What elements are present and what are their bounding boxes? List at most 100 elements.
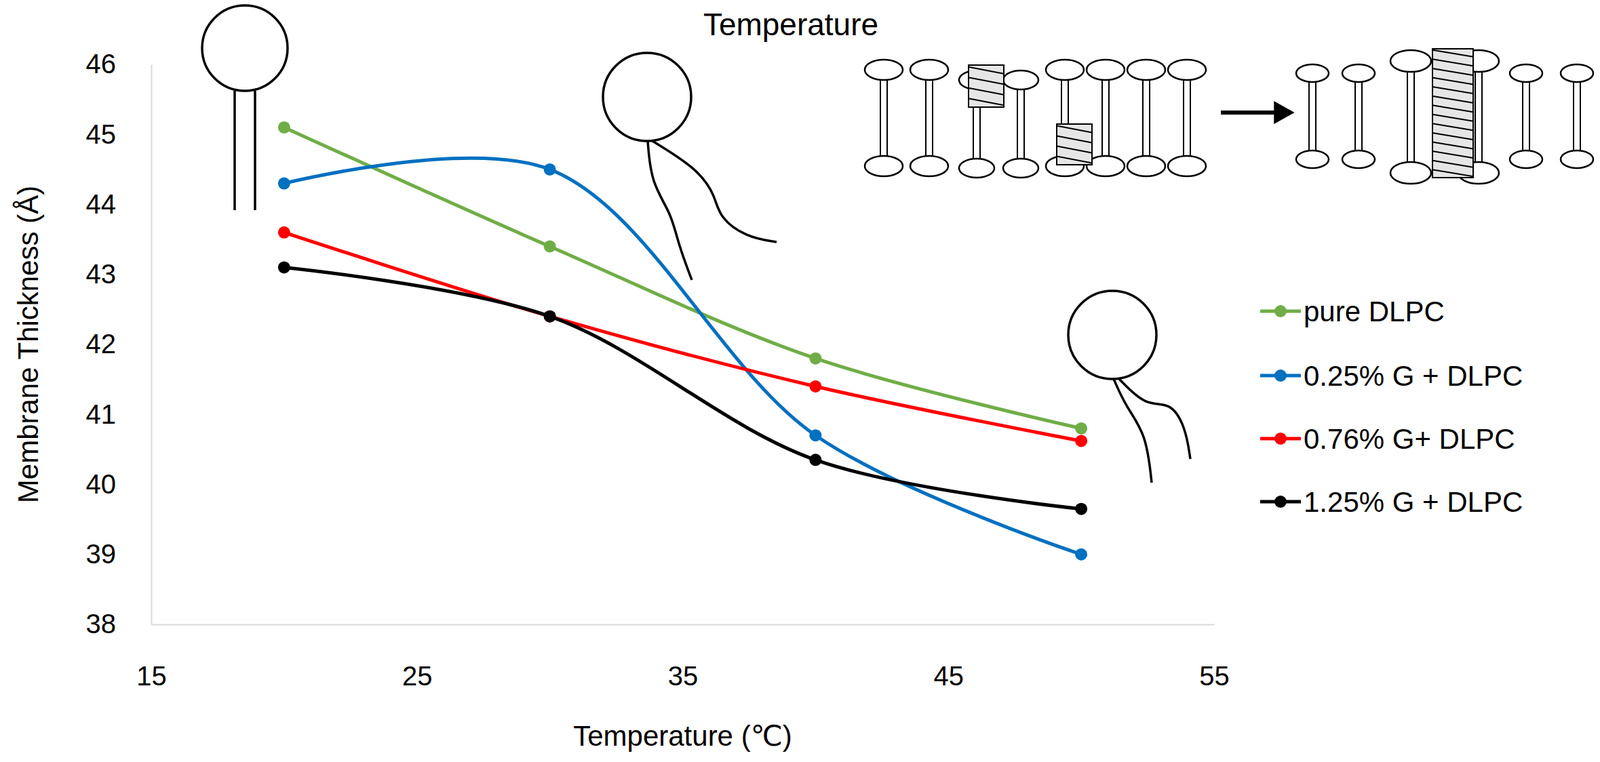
helix-turn (1432, 160, 1474, 168)
marker (809, 429, 822, 442)
lipid-tail (1148, 80, 1151, 156)
lipid-tail (886, 80, 888, 156)
axis-line (151, 65, 153, 626)
lipid-head (1167, 155, 1206, 177)
lipid-head (1068, 290, 1157, 380)
lipid-head (1390, 50, 1432, 72)
lipid-tail (1108, 80, 1110, 156)
legend-marker (1274, 495, 1287, 509)
lipid-tail (1189, 80, 1192, 156)
helix-turn (1432, 142, 1474, 150)
lipid-head (1167, 59, 1206, 81)
marker (543, 163, 557, 176)
title: Temperature (703, 6, 879, 43)
x-axis-title: Temperature (℃) (573, 720, 793, 753)
lipid-tail (879, 80, 882, 156)
tick: 41 (86, 399, 152, 430)
tick: 39 (86, 539, 152, 570)
helix-turn (1056, 136, 1092, 144)
lipid-head (1045, 59, 1084, 81)
marker (543, 310, 557, 323)
lipid-tail (1315, 82, 1317, 151)
helix-turn (1432, 50, 1474, 57)
lipid-tail (1413, 71, 1415, 163)
lipid-tail (233, 90, 237, 211)
tick-label: 44 (86, 189, 117, 220)
lipid-tail (925, 80, 927, 156)
tick: 44 (86, 189, 152, 220)
helix-turn (1432, 151, 1474, 159)
tick: 43 (86, 259, 152, 289)
lipid-tail (1361, 82, 1363, 151)
lipid-head (1560, 150, 1594, 169)
tick: 25 (402, 624, 433, 692)
lipid-tail (652, 141, 777, 243)
lipid-head (1560, 64, 1594, 83)
axis-line (151, 624, 1215, 627)
helix-turn (1432, 68, 1474, 76)
tick-label: 46 (86, 48, 117, 79)
tick-label: 38 (86, 609, 117, 639)
helix-turn (968, 67, 1004, 74)
legend-marker (1274, 432, 1287, 445)
helix (1056, 124, 1092, 165)
marker (1075, 503, 1088, 516)
x-axis: 1525354555 (136, 624, 1230, 692)
helix-turn (1432, 77, 1474, 85)
lipid-head (910, 155, 949, 177)
legend-item: 1.25% G + DLPC (1260, 486, 1523, 519)
lipid-head (910, 59, 949, 81)
helix-turn (1432, 59, 1474, 66)
lipid-tail (1182, 80, 1185, 156)
marker (543, 240, 557, 253)
tick-label: 45 (86, 119, 117, 150)
helix-turn (1432, 96, 1474, 104)
lipid-head (1003, 70, 1039, 90)
tick: 46 (86, 48, 152, 79)
helix-turn (1432, 123, 1474, 131)
legend-item: pure DLPC (1260, 295, 1445, 328)
helix-turn (968, 77, 1004, 85)
lipid-tail (1522, 82, 1524, 151)
marker (809, 380, 822, 393)
marker (809, 453, 822, 466)
legend-label: 0.76% G+ DLPC (1303, 423, 1516, 456)
lipid-head (1509, 64, 1543, 83)
series-line (284, 127, 1082, 429)
helix-turn (1432, 114, 1474, 122)
tick-label: 42 (86, 328, 117, 359)
lipid-head (1127, 59, 1166, 81)
legend: pure DLPC 0.25% G + DLPC 0.76% G+ DLPC 1.25… (1260, 295, 1523, 519)
tick: 15 (136, 624, 167, 692)
lipid-tail (1142, 80, 1144, 156)
legend-item: 0.25% G + DLPC (1260, 360, 1523, 393)
marker (1075, 434, 1088, 447)
lipid-head (864, 155, 903, 177)
legend-marker (1274, 369, 1287, 382)
lipid-head (1003, 158, 1039, 178)
marker (809, 352, 822, 365)
lipid-head (1509, 150, 1543, 169)
marker (278, 121, 291, 134)
tick: 45 (933, 624, 965, 692)
helix-turn (1432, 169, 1474, 177)
lipid-head (959, 158, 995, 178)
lipid-tail (1406, 71, 1409, 163)
lipid-head (1342, 150, 1375, 169)
series-line (284, 158, 1082, 555)
lipid-tail (1354, 82, 1356, 151)
marker (1075, 548, 1088, 561)
helix-turn (1056, 146, 1092, 154)
tick-label: 43 (86, 259, 117, 289)
lipid-tail (1101, 80, 1103, 156)
tick: 42 (86, 328, 152, 359)
helix (968, 65, 1004, 108)
plot-area (278, 121, 1088, 561)
legend-label: 0.25% G + DLPC (1303, 360, 1523, 393)
marker (1075, 422, 1088, 435)
series-line (284, 232, 1082, 442)
tick: 45 (86, 119, 152, 150)
tick-label: 35 (668, 661, 699, 692)
chart: 1525354555383940414243444546Temperature … (0, 0, 1600, 762)
helix-turn (1432, 132, 1474, 140)
